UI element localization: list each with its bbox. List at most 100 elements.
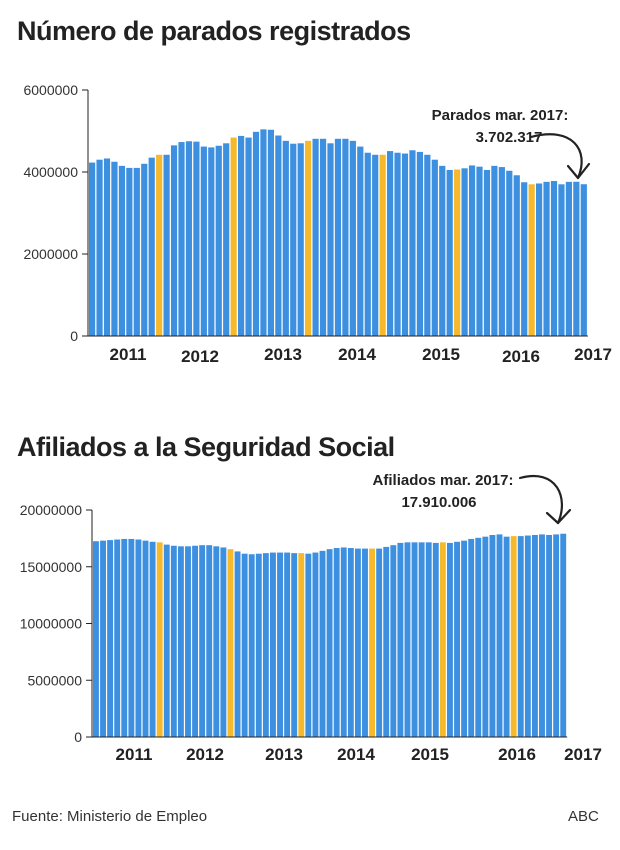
chart2-bar <box>319 550 326 737</box>
chart2-bar <box>163 544 170 737</box>
chart1-bar <box>521 182 528 336</box>
chart2-bar <box>128 538 135 737</box>
chart2-bar <box>312 552 319 737</box>
chart1-bar <box>550 181 558 336</box>
chart1-y-tick-label: 2000000 <box>23 246 78 262</box>
chart2-bar <box>347 548 354 737</box>
chart1-title: Número de parados registrados <box>17 16 411 46</box>
chart2-bar <box>447 542 453 737</box>
chart1-y-tick-label: 4000000 <box>23 164 78 180</box>
chart2-bar <box>262 553 269 737</box>
chart2-bar <box>390 545 397 737</box>
chart2-bar <box>270 552 276 737</box>
chart2-bar <box>531 534 538 737</box>
chart2-year-label: 2011 <box>116 745 153 764</box>
chart2-year-label: 2012 <box>186 745 224 764</box>
chart1-bar <box>223 143 230 336</box>
chart2-y-tick-label: 5000000 <box>27 672 82 688</box>
chart2-bar <box>255 553 262 737</box>
chart2-bar <box>404 542 411 737</box>
chart1-bar <box>208 147 215 336</box>
chart1-bar <box>178 142 185 336</box>
chart1-bar <box>498 167 505 336</box>
chart2-bar <box>496 534 503 737</box>
chart1-bar <box>163 154 170 336</box>
chart1-bar <box>349 140 356 336</box>
chart2-bar <box>185 546 191 737</box>
chart2-bar <box>354 548 361 737</box>
chart1-bar <box>394 152 401 336</box>
chart1-bar <box>96 159 103 336</box>
chart1-bar <box>319 138 327 336</box>
chart2-bar <box>291 553 298 737</box>
chart1-bar <box>111 161 118 336</box>
chart1-bar <box>267 129 274 336</box>
chart2-year-label: 2015 <box>411 745 449 764</box>
chart1-bar <box>193 141 200 336</box>
chart2-y-tick-label: 0 <box>74 729 82 745</box>
chart1-bar <box>89 162 96 336</box>
chart1-arrow-curve-icon <box>529 133 583 180</box>
chart2-bar <box>553 534 560 737</box>
chart2-bar <box>383 546 390 737</box>
chart1-bar <box>260 129 267 336</box>
chart1-year-label: 2014 <box>338 345 376 364</box>
chart2-bar <box>418 542 425 737</box>
chart2-bar <box>234 551 241 737</box>
chart1-bar-highlight <box>528 184 535 336</box>
chart2-bar <box>177 546 184 737</box>
chart1-bar <box>185 141 193 336</box>
chart1-bar <box>275 135 282 336</box>
chart1-arrow-head-icon <box>566 162 591 180</box>
chart2-bar-highlight <box>156 542 163 737</box>
chart2-bar <box>362 548 368 737</box>
chart2-bar-highlight <box>510 536 517 737</box>
chart2-bar <box>376 548 383 737</box>
chart1-year-label: 2011 <box>110 345 147 364</box>
chart2-bar <box>539 534 545 737</box>
chart2-bar <box>475 537 482 737</box>
chart1-bar <box>573 181 580 336</box>
chart1-annotation-value: 3.702.317 <box>476 129 543 146</box>
chart1-bar-highlight <box>156 154 163 336</box>
chart1-year-label: 2017 <box>574 345 612 364</box>
chart1-bar-highlight <box>379 154 386 336</box>
chart1-bar-highlight <box>230 137 237 336</box>
chart1-bar <box>357 146 364 336</box>
chart2-bar <box>468 538 475 737</box>
chart1-bar <box>461 168 468 336</box>
chart2-bar <box>546 534 553 737</box>
chart1-year-label: 2015 <box>422 345 460 364</box>
chart2-bar <box>489 534 496 737</box>
chart1-bar <box>238 135 245 336</box>
chart2-bar <box>241 553 248 737</box>
chart2-annotation-label: Afiliados mar. 2017: <box>373 472 514 489</box>
chart2-bar <box>192 545 199 737</box>
chart1-bar <box>118 165 125 336</box>
chart2-year-label: 2017 <box>564 745 602 764</box>
chart2-bar <box>482 536 489 737</box>
chart2-arrow-head-icon <box>545 508 572 525</box>
chart1-bar <box>215 145 222 336</box>
chart2-svg: 0 5000000 10000000 15000000 20000000 2011 2012… <box>20 472 602 764</box>
chart1-bar <box>543 181 550 336</box>
chart1-bar <box>387 151 394 336</box>
chart1-bar <box>372 154 379 336</box>
chart2-bar <box>411 542 418 737</box>
chart1-bar <box>409 150 416 336</box>
chart1-svg: 0 2000000 4000000 6000000 2011 2012 2013 2014 20… <box>23 82 612 366</box>
chart2-bar <box>220 547 227 737</box>
chart2-bar <box>284 552 291 737</box>
chart1-bar <box>364 152 371 336</box>
chart1-bar <box>290 143 297 336</box>
chart2-year-label: 2014 <box>337 745 375 764</box>
chart1-bar <box>245 137 252 336</box>
chart1-bar <box>506 170 513 336</box>
chart1-year-label: 2013 <box>264 345 302 364</box>
chart1-bar <box>558 184 565 336</box>
chart1-y-tick-label: 0 <box>70 328 78 344</box>
chart2-bar <box>248 554 255 737</box>
chart1-bar <box>200 146 207 336</box>
chart2-bar <box>199 545 206 737</box>
chart1-bar <box>297 143 304 336</box>
